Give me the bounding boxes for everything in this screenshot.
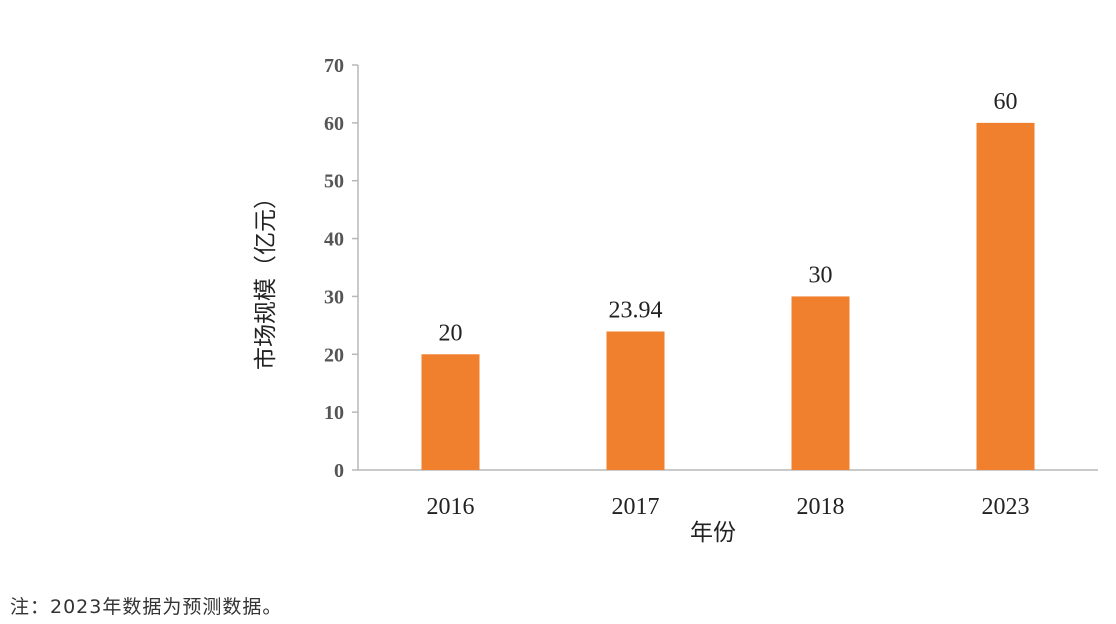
data-label: 60 <box>994 89 1018 115</box>
y-tick-label: 50 <box>324 171 344 193</box>
bar <box>421 354 480 470</box>
data-label: 23.94 <box>609 297 663 323</box>
y-tick-label: 10 <box>324 402 344 424</box>
x-tick-label: 2016 <box>427 494 475 520</box>
x-tick-label: 2017 <box>612 494 660 520</box>
y-tick-label: 30 <box>324 286 344 308</box>
footnote: 注：2023年数据为预测数据。 <box>10 596 283 618</box>
y-tick-label: 70 <box>324 55 344 77</box>
bar <box>606 331 665 470</box>
bars <box>421 122 1035 470</box>
y-tick-label: 0 <box>334 460 344 482</box>
data-label: 20 <box>439 320 463 346</box>
x-axis-title: 年份 <box>690 520 736 546</box>
y-axis: 0 10 20 30 40 50 60 70 <box>324 55 359 482</box>
y-tick-label: 40 <box>324 229 344 251</box>
bar <box>976 122 1035 470</box>
x-tick-label: 2018 <box>797 494 845 520</box>
y-tick-label: 20 <box>324 344 344 366</box>
y-axis-title: 市场规模（亿元） <box>253 186 279 370</box>
x-tick-label: 2023 <box>982 494 1030 520</box>
y-tick-label: 60 <box>324 113 344 135</box>
data-labels: 20 23.94 30 60 <box>439 89 1018 346</box>
bar-chart: 0 10 20 30 40 50 60 70 2016 2017 2018 2023 20 23.94… <box>253 55 1098 546</box>
x-axis: 2016 2017 2018 2023 <box>358 469 1098 520</box>
bar <box>791 296 850 470</box>
data-label: 30 <box>809 262 833 288</box>
